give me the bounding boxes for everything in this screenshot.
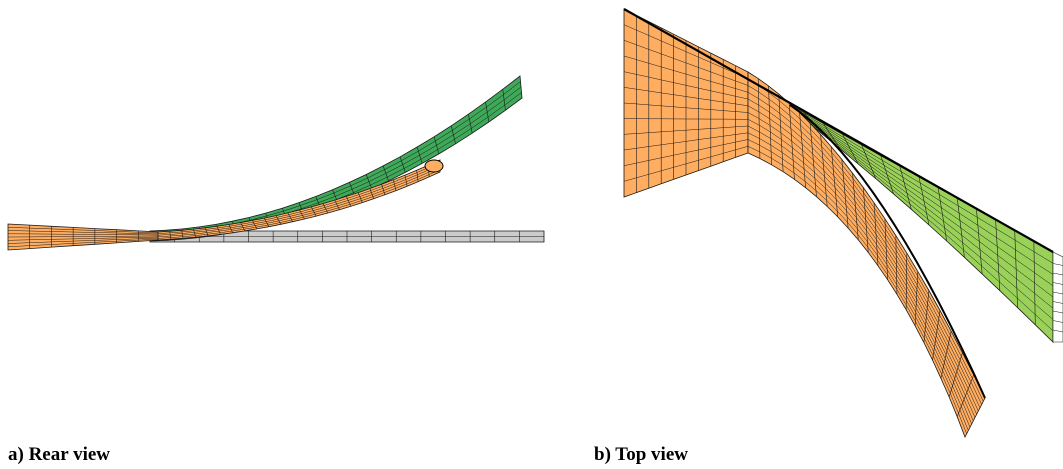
orange-wing-outboard-mesh-line	[287, 212, 293, 222]
orange-wing-outboard-mesh-line	[357, 192, 363, 203]
orange-wing-outboard-mesh-line	[275, 215, 282, 225]
orange-wing-outboard-mesh-line	[299, 209, 305, 220]
green-wing-top-mesh-line	[787, 104, 1054, 264]
orange-wing-inboard-top-mesh-line	[623, 146, 749, 182]
orange-wing-outboard-top-mesh-line	[747, 78, 984, 402]
orange-wing-outboard-top-mesh-line	[747, 112, 976, 418]
orange-wing-outboard-mesh-line	[252, 220, 258, 230]
leading-edge-line	[623, 8, 1054, 253]
orange-wing-inboard-mesh-line	[7, 235, 161, 238]
cut-edge-line	[1052, 263, 1063, 266]
orange-wing-outboard-top-mesh-line	[747, 85, 982, 405]
orange-wing-inboard-top-mesh-line	[623, 87, 749, 107]
cut-edge-line	[1052, 320, 1063, 323]
orange-wing-inboard-top-mesh-line	[623, 132, 749, 151]
orange-wing-outboard-mesh-line	[228, 224, 233, 233]
orange-wing-inboard-top-mesh-line	[623, 125, 749, 135]
orange-wing-inboard-top-mesh-line	[623, 71, 749, 100]
orange-wing-outboard-mesh-line	[346, 196, 352, 207]
orange-wing-outboard-mesh-line	[416, 170, 419, 182]
orange-wing-outboard-mesh-line	[157, 164, 441, 236]
green-wing-top-mesh-line	[799, 115, 1054, 320]
orange-wing-outboard-mesh-line	[322, 203, 329, 214]
orange-wing-outboard-top-mesh-line	[747, 92, 981, 408]
cut-edge-line	[1052, 329, 1063, 333]
orange-wing-outboard-top-mesh-line	[747, 105, 977, 415]
orange-wing-outboard-mesh-line	[157, 169, 441, 239]
orange-wing-outboard-top-mesh-line	[747, 146, 967, 434]
orange-wing-inboard-mesh-line	[7, 230, 161, 235]
cut-edge-line	[1052, 310, 1063, 314]
green-wing-surface	[149, 75, 523, 242]
orange-wing-tip	[424, 159, 444, 173]
green-wing-top-mesh-line	[794, 110, 1054, 298]
orange-wing-inboard-top-mesh-line	[623, 24, 749, 80]
orange-outboard-edge	[789, 104, 986, 399]
orange-wing-inboard-top-mesh-line	[623, 55, 749, 93]
top-view-panel	[623, 8, 1063, 438]
orange-wing-inboard-mesh-line	[7, 227, 161, 234]
orange-wing-outboard-top-mesh-line	[747, 119, 974, 421]
rear-view-panel	[7, 75, 545, 251]
orange-wing-inboard-mesh-line	[7, 233, 161, 236]
wing-cut-edge	[1052, 251, 1063, 343]
orange-wing-outboard-top-mesh-line	[747, 98, 979, 412]
orange-wing-outboard-mesh-line	[216, 226, 221, 235]
orange-wing-inboard-mesh-line	[7, 236, 161, 241]
green-wing-top-mesh-line	[792, 108, 1054, 287]
orange-wing-inboard-top-mesh-line	[623, 40, 749, 86]
green-wing-top-mesh-line	[789, 106, 1054, 275]
green-wing-top-mesh-line	[797, 113, 1054, 309]
orange-wing-outboard-mesh-line	[369, 188, 374, 199]
orange-wing-inboard-top-mesh-line	[624, 118, 749, 120]
orange-wing-outboard-mesh-line	[240, 222, 246, 232]
orange-wing-outboard-top-surface	[747, 71, 986, 438]
orange-wing-outboard-top-mesh-line	[747, 132, 971, 428]
orange-wing-outboard-mesh-line	[310, 206, 317, 217]
orange-wing-outboard-top-mesh-line	[747, 125, 972, 425]
orange-wing-outboard-surface	[157, 159, 441, 241]
cut-edge-line	[1052, 272, 1063, 276]
orange-wing-outboard-mesh-line	[157, 166, 441, 238]
orange-wing-outboard-mesh-line	[263, 217, 270, 227]
orange-wing-outboard-mesh-line	[392, 179, 397, 191]
cut-edge-line	[1052, 301, 1063, 304]
orange-wing-inboard-top-mesh-line	[623, 102, 749, 113]
orange-wing-outboard-mesh-line	[157, 162, 441, 234]
cut-edge-line	[1052, 282, 1063, 285]
orange-wing-outboard-top-mesh-line	[747, 139, 969, 431]
orange-wing-outboard-mesh-line	[404, 175, 408, 187]
rear-view-caption: a) Rear view	[8, 444, 111, 465]
green-wing-mesh-line	[149, 86, 522, 237]
orange-wing-inboard-top-mesh-line	[623, 139, 749, 166]
orange-wing-inboard-mesh-line	[7, 237, 161, 244]
green-wing-mesh-line	[149, 92, 522, 239]
orange-wing-outboard-mesh-line	[181, 230, 184, 239]
orange-wing-outboard-mesh-line	[334, 199, 340, 210]
orange-wing-inboard-mesh-line	[7, 238, 161, 248]
green-wing-top-mesh-line	[802, 117, 1054, 331]
orange-wing-outboard-mesh-line	[381, 184, 386, 195]
cut-edge-line	[1052, 291, 1063, 295]
top-view-caption: b) Top view	[594, 444, 688, 465]
